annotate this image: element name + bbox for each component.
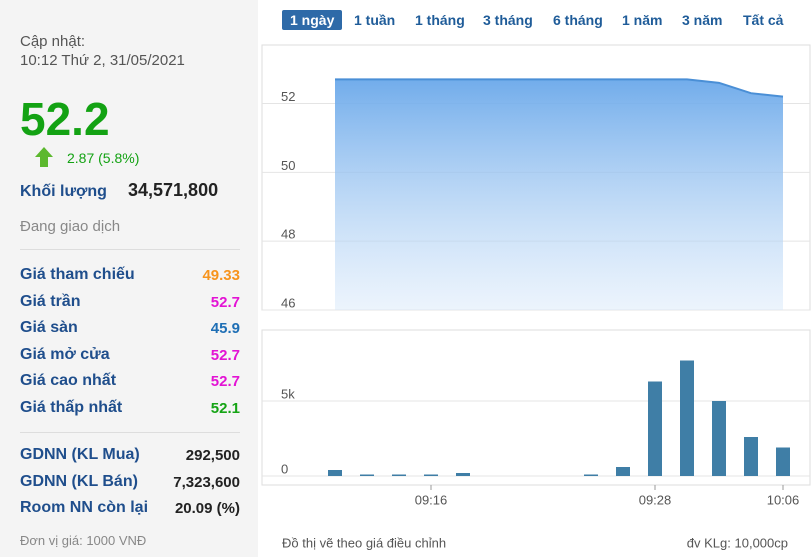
volume-bar: [712, 401, 726, 476]
x-tick-label: 10:06: [767, 492, 800, 507]
foreign-label: GDNN (KL Bán): [20, 472, 138, 490]
range-tab[interactable]: 3 năm: [682, 12, 723, 28]
y-tick-label: 0: [281, 461, 288, 476]
price-value: 52.7: [210, 373, 240, 390]
volume-bar: [584, 474, 598, 476]
foreign-value: 7,323,600: [173, 473, 240, 491]
volume-bar: [328, 470, 342, 476]
volume-bar: [360, 474, 374, 476]
range-tab[interactable]: 1 tháng: [415, 12, 465, 28]
volume-bar: [456, 473, 470, 476]
foreign-value: 292,500: [185, 447, 240, 464]
price-value: 52.7: [210, 293, 240, 311]
x-tick-label: 09:28: [639, 492, 672, 507]
range-tab[interactable]: 1 năm: [622, 12, 663, 28]
x-tick-label: 09:16: [415, 492, 448, 507]
footer-unit: đv KLg: 10,000cp: [687, 535, 788, 550]
volume-bar: [648, 381, 662, 476]
change: 2.87 (5.8%): [67, 150, 140, 166]
price-value: 52.7: [210, 346, 240, 364]
volume-bar: [424, 474, 438, 476]
price-value: 45.9: [210, 320, 240, 337]
unit-note: Đơn vị giá: 1000 VNĐ: [20, 533, 147, 548]
price-value: 52.1: [210, 399, 240, 417]
separator: [20, 249, 240, 250]
price-label: Giá sàn: [20, 319, 78, 336]
range-tab[interactable]: 3 tháng: [483, 12, 533, 28]
range-tab[interactable]: Tất cả: [743, 12, 784, 28]
volume-value: 34,571,800: [128, 180, 219, 200]
foreign-label: GDNN (KL Mua): [20, 446, 140, 463]
volume-bar: [776, 447, 790, 476]
y-tick-label: 48: [281, 227, 295, 242]
price-area: [335, 79, 783, 310]
price-line: [335, 78, 784, 98]
y-tick-label: 5k: [281, 386, 295, 401]
foreign-value: 20.09 (%): [174, 500, 240, 517]
range-tab[interactable]: 1 ngày: [282, 10, 343, 30]
y-tick-label: 46: [281, 295, 295, 310]
price-label: Giá trần: [20, 292, 81, 310]
update-time: 10:12 Thứ 2, 31/05/2021: [20, 52, 185, 69]
footer-note: Đồ thị vẽ theo giá điều chỉnh: [282, 535, 446, 550]
volume-frame: [261, 329, 811, 486]
range-tab[interactable]: 1 tuần: [354, 12, 396, 28]
y-tick-label: 52: [281, 89, 295, 104]
update-label: Cập nhật:: [20, 33, 86, 50]
price-label: Giá cao nhất: [20, 372, 117, 389]
foreign-label: Room NN còn lại: [20, 499, 149, 516]
volume-bar: [680, 360, 694, 476]
status: Đang giao dịch: [20, 218, 121, 235]
price: 52.2: [20, 93, 110, 145]
volume-bar: [744, 437, 758, 476]
separator: [20, 432, 240, 433]
price-label: Giá mở cửa: [20, 345, 110, 363]
up-arrow: [35, 147, 53, 167]
y-tick-label: 50: [281, 158, 295, 173]
volume-label: Khối lượng: [20, 183, 107, 200]
info-panel: Cập nhật: 10:12 Thứ 2, 31/05/2021 52.2 2…: [0, 0, 258, 557]
volume-bar: [392, 474, 406, 476]
price-label: Giá tham chiếu: [20, 266, 135, 283]
price-value: 49.33: [202, 267, 240, 284]
volume-bar: [616, 467, 630, 476]
range-tab[interactable]: 6 tháng: [553, 12, 603, 28]
price-label: Giá thấp nhất: [20, 398, 123, 416]
